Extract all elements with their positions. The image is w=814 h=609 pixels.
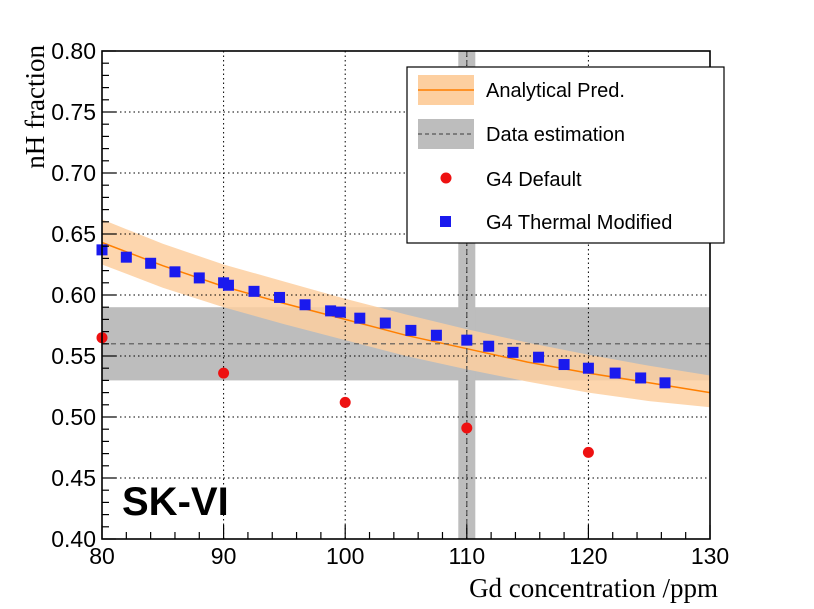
- g4-thermal-modified-point: [507, 346, 519, 358]
- y-tick-label-0.75: 0.75: [51, 99, 96, 125]
- y-tick-label-0.55: 0.55: [51, 343, 96, 369]
- g4-default-point: [339, 396, 351, 408]
- g4-thermal-modified-point: [354, 312, 366, 324]
- legend-label-g4-thermal: G4 Thermal Modified: [486, 212, 672, 234]
- g4-thermal-modified-point: [461, 334, 473, 346]
- x-axis-label: Gd concentration /ppm: [469, 573, 718, 603]
- g4-thermal-modified-point: [533, 351, 545, 363]
- g4-default-point: [218, 367, 230, 379]
- legend-label-g4-default: G4 Default: [486, 169, 582, 191]
- g4-thermal-modified-point: [299, 299, 311, 311]
- x-tick-label-100: 100: [326, 543, 364, 569]
- g4-thermal-modified-point: [274, 291, 286, 303]
- g4-thermal-modified-point: [405, 324, 417, 336]
- y-tick-label-0.50: 0.50: [51, 404, 96, 430]
- y-tick-label-0.45: 0.45: [51, 465, 96, 491]
- g4-thermal-modified-point: [483, 340, 495, 352]
- g4-default-point: [582, 446, 594, 458]
- y-tick-label-0.70: 0.70: [51, 160, 96, 186]
- watermark-sk-vi: SK-VI: [122, 480, 229, 524]
- g4-thermal-modified-point: [222, 279, 234, 291]
- x-tick-label-80: 80: [89, 543, 115, 569]
- legend: Analytical Pred. Data estimation G4 Defa…: [406, 66, 725, 244]
- x-tick-label-110: 110: [448, 543, 485, 569]
- y-tick-label-0.80: 0.80: [51, 38, 96, 64]
- analytical-prediction-band: [102, 219, 710, 408]
- axis-ticks: 80 90 100 110 120 130 0.40 0.45 0.50 0.55 0.60 0.65…: [51, 38, 729, 569]
- g4-thermal-modified-point: [248, 285, 260, 297]
- legend-marker-g4-default: [440, 172, 452, 184]
- y-tick-label-0.40: 0.40: [51, 526, 96, 552]
- g4-thermal-modified-point: [334, 306, 346, 318]
- y-axis-label: nH fraction: [20, 45, 50, 169]
- g4-thermal-modified-point: [582, 362, 594, 374]
- g4-thermal-modified-point: [379, 317, 391, 329]
- g4-thermal-modified-point: [193, 272, 205, 284]
- y-tick-label-0.65: 0.65: [51, 221, 96, 247]
- y-tick-label-0.60: 0.60: [51, 282, 96, 308]
- x-tick-label-130: 130: [691, 543, 729, 569]
- g4-thermal-modified-point: [325, 305, 337, 317]
- g4-thermal-modified-point: [659, 377, 671, 389]
- g4-thermal-modified-point: [609, 367, 621, 379]
- g4-thermal-modified-point: [120, 251, 132, 263]
- g4-thermal-modified-point: [430, 329, 442, 341]
- g4-thermal-modified-point: [635, 372, 647, 384]
- x-tick-label-120: 120: [569, 543, 607, 569]
- g4-thermal-modified-point: [145, 257, 157, 269]
- legend-label-data-estimation: Data estimation: [486, 124, 625, 146]
- legend-label-analytical: Analytical Pred.: [486, 80, 625, 102]
- legend-marker-g4-thermal: [440, 216, 451, 227]
- g4-thermal-modified-point: [169, 266, 181, 278]
- g4-default-point: [461, 422, 473, 434]
- g4-thermal-modified-point: [558, 359, 570, 371]
- x-tick-label-90: 90: [211, 543, 237, 569]
